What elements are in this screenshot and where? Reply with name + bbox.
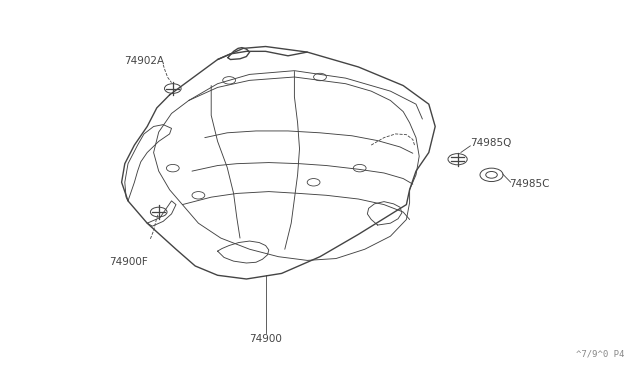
Text: 74985Q: 74985Q [470, 138, 512, 148]
Text: ^7/9^0 P4: ^7/9^0 P4 [575, 350, 624, 359]
Text: 74902A: 74902A [124, 57, 164, 66]
Text: 74900: 74900 [249, 334, 282, 343]
Text: 74985C: 74985C [509, 179, 549, 189]
Text: 74900F: 74900F [109, 257, 147, 267]
